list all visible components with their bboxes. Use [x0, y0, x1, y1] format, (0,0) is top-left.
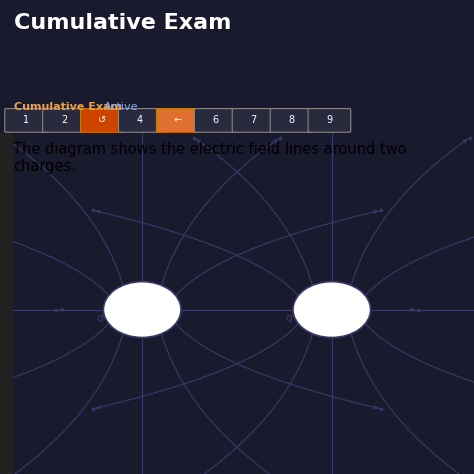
Text: 7: 7	[250, 115, 257, 126]
FancyBboxPatch shape	[194, 109, 237, 132]
Circle shape	[293, 282, 371, 337]
Text: Cumulative Exam: Cumulative Exam	[14, 13, 232, 33]
Text: ←: ←	[173, 115, 182, 126]
Text: The diagram shows the electric field lines around two
charges.: The diagram shows the electric field lin…	[13, 142, 407, 174]
FancyBboxPatch shape	[5, 109, 47, 132]
Text: ↺: ↺	[98, 115, 106, 126]
Text: q: q	[286, 313, 293, 323]
Text: 8: 8	[289, 115, 294, 126]
FancyBboxPatch shape	[270, 109, 313, 132]
Text: 1: 1	[23, 115, 29, 126]
Circle shape	[103, 282, 181, 337]
FancyBboxPatch shape	[308, 109, 351, 132]
Bar	[0, 133, 13, 474]
FancyBboxPatch shape	[156, 109, 199, 132]
Text: Cumulative Exam: Cumulative Exam	[14, 102, 122, 112]
FancyBboxPatch shape	[232, 109, 275, 132]
Text: 6: 6	[213, 115, 219, 126]
Text: 9: 9	[327, 115, 332, 126]
FancyBboxPatch shape	[81, 109, 123, 132]
Text: 2: 2	[61, 115, 67, 126]
FancyBboxPatch shape	[43, 109, 85, 132]
FancyBboxPatch shape	[118, 109, 161, 132]
Text: q: q	[96, 313, 103, 323]
Text: Active: Active	[104, 102, 139, 112]
Text: 4: 4	[137, 115, 143, 126]
